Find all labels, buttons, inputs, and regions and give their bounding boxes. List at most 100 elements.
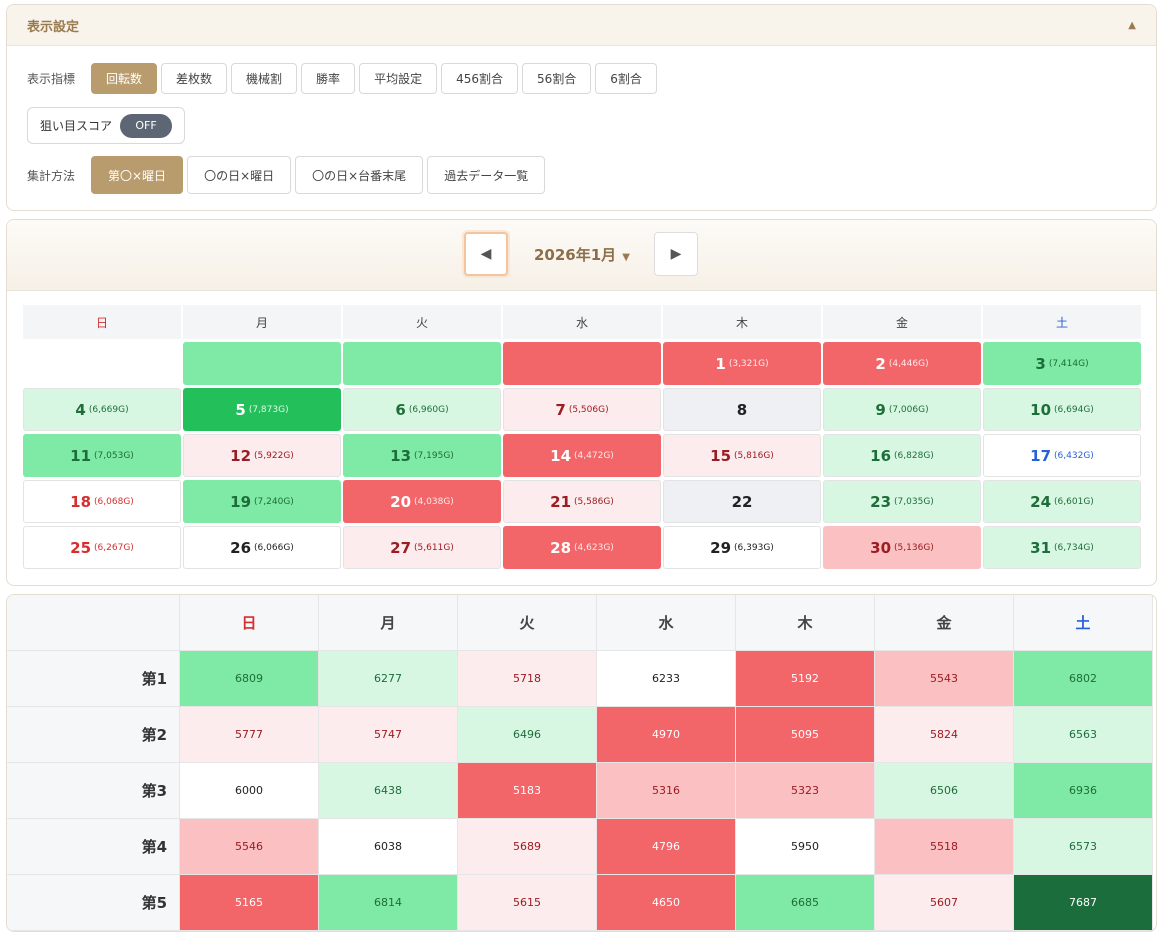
table-cell[interactable]: 6802 <box>1014 651 1153 707</box>
calendar-day-cell[interactable]: 21 (5,586G) <box>503 480 661 523</box>
calendar-day-cell[interactable]: 5 (7,873G) <box>183 388 341 431</box>
table-cell[interactable]: 6438 <box>319 763 458 819</box>
settings-header[interactable]: 表示設定 ▲ <box>7 5 1156 46</box>
calendar-day-cell[interactable]: 26 (6,066G) <box>183 526 341 569</box>
aggregation-option-button[interactable]: 〇の日×台番末尾 <box>295 156 424 194</box>
prev-month-button[interactable]: ◀ <box>464 232 508 276</box>
calendar-day-cell[interactable]: 16 (6,828G) <box>823 434 981 477</box>
day-games: (4,472G) <box>574 450 614 461</box>
table-cell[interactable]: 5546 <box>180 819 319 875</box>
table-cell[interactable]: 4970 <box>597 707 736 763</box>
calendar-day-cell[interactable]: 13 (7,195G) <box>343 434 501 477</box>
score-toggle[interactable]: OFF <box>120 113 173 138</box>
next-arrow-icon: ▶ <box>670 246 682 262</box>
aggregation-option-button[interactable]: 〇の日×曜日 <box>187 156 292 194</box>
table-cell[interactable]: 6685 <box>736 875 875 931</box>
calendar-day-cell[interactable]: 3 (7,414G) <box>983 342 1141 385</box>
calendar-day-cell[interactable]: 28 (4,623G) <box>503 526 661 569</box>
table-cell[interactable]: 5689 <box>458 819 597 875</box>
calendar-day-cell[interactable]: 20 (4,038G) <box>343 480 501 523</box>
next-month-button[interactable]: ▶ <box>654 232 698 276</box>
table-cell[interactable]: 6814 <box>319 875 458 931</box>
calendar-day-cell[interactable]: 27 (5,611G) <box>343 526 501 569</box>
table-cell[interactable]: 5777 <box>180 707 319 763</box>
aggregation-label: 集計方法 <box>27 168 76 183</box>
table-cell[interactable]: 6277 <box>319 651 458 707</box>
calendar-day-cell[interactable]: 10 (6,694G) <box>983 388 1141 431</box>
calendar-day-cell[interactable]: 1 (3,321G) <box>663 342 821 385</box>
calendar-day-cell[interactable]: 4 (6,669G) <box>23 388 181 431</box>
table-cell[interactable]: 5323 <box>736 763 875 819</box>
table-cell[interactable]: 6563 <box>1014 707 1153 763</box>
metric-option-button[interactable]: 機械割 <box>231 63 298 94</box>
calendar-empty-cell[interactable] <box>343 342 501 385</box>
table-cell[interactable]: 5095 <box>736 707 875 763</box>
weekday-header: 金 <box>823 305 981 339</box>
calendar-day-cell[interactable]: 6 (6,960G) <box>343 388 501 431</box>
table-cell[interactable]: 4650 <box>597 875 736 931</box>
table-cell[interactable]: 6496 <box>458 707 597 763</box>
calendar-empty-cell[interactable] <box>23 342 181 385</box>
metric-option-button[interactable]: 勝率 <box>301 63 356 94</box>
table-cell[interactable]: 5192 <box>736 651 875 707</box>
day-games: (6,694G) <box>1054 404 1094 415</box>
calendar-day-cell[interactable]: 30 (5,136G) <box>823 526 981 569</box>
collapse-icon[interactable]: ▲ <box>1128 19 1136 31</box>
table-cell[interactable]: 7687 <box>1014 875 1153 931</box>
calendar-day-cell[interactable]: 24 (6,601G) <box>983 480 1141 523</box>
metric-option-button[interactable]: 差枚数 <box>161 63 228 94</box>
metric-option-button[interactable]: 回転数 <box>91 63 158 94</box>
table-cell[interactable]: 5607 <box>875 875 1014 931</box>
table-cell[interactable]: 5183 <box>458 763 597 819</box>
calendar-empty-cell[interactable] <box>503 342 661 385</box>
calendar-day-cell[interactable]: 18 (6,068G) <box>23 480 181 523</box>
day-games: (6,960G) <box>408 404 449 415</box>
table-cell[interactable]: 6573 <box>1014 819 1153 875</box>
table-cell[interactable]: 6809 <box>180 651 319 707</box>
metric-option-button[interactable]: 456割合 <box>441 63 518 94</box>
table-cell[interactable]: 4796 <box>597 819 736 875</box>
table-cell[interactable]: 6936 <box>1014 763 1153 819</box>
calendar-day-cell[interactable]: 14 (4,472G) <box>503 434 661 477</box>
day-games: (6,432G) <box>1054 450 1094 461</box>
table-cell[interactable]: 5518 <box>875 819 1014 875</box>
calendar-day-cell[interactable]: 17 (6,432G) <box>983 434 1141 477</box>
calendar-day-cell[interactable]: 25 (6,267G) <box>23 526 181 569</box>
calendar-day-cell[interactable]: 29 (6,393G) <box>663 526 821 569</box>
metric-option-button[interactable]: 56割合 <box>521 63 592 94</box>
table-cell[interactable]: 5165 <box>180 875 319 931</box>
table-cell[interactable]: 5747 <box>319 707 458 763</box>
calendar-day-cell[interactable]: 19 (7,240G) <box>183 480 341 523</box>
aggregation-option-button[interactable]: 第〇×曜日 <box>91 156 184 194</box>
table-cell[interactable]: 6506 <box>875 763 1014 819</box>
calendar-day-cell[interactable]: 2 (4,446G) <box>823 342 981 385</box>
table-cell[interactable]: 6038 <box>319 819 458 875</box>
table-cell[interactable]: 5615 <box>458 875 597 931</box>
metric-row: 表示指標 回転数 差枚数 機械割 勝率 平均設定 456割合 56割合 6割合 <box>27 63 661 94</box>
month-selector[interactable]: 2026年1月 ▼ <box>534 244 630 265</box>
table-cell[interactable]: 6000 <box>180 763 319 819</box>
weekday-header: 土 <box>983 305 1141 339</box>
day-games: (6,734G) <box>1054 542 1094 553</box>
metric-option-button[interactable]: 平均設定 <box>359 63 438 94</box>
table-cell[interactable]: 5824 <box>875 707 1014 763</box>
day-games: (4,446G) <box>888 358 929 369</box>
aggregation-option-button[interactable]: 過去データ一覧 <box>427 156 546 194</box>
table-cell[interactable]: 6233 <box>597 651 736 707</box>
calendar-day-cell[interactable]: 8 <box>663 388 821 431</box>
calendar-day-cell[interactable]: 15 (5,816G) <box>663 434 821 477</box>
calendar-day-cell[interactable]: 23 (7,035G) <box>823 480 981 523</box>
calendar-day-cell[interactable]: 12 (5,922G) <box>183 434 341 477</box>
calendar-day-cell[interactable]: 9 (7,006G) <box>823 388 981 431</box>
table-cell[interactable]: 5543 <box>875 651 1014 707</box>
day-number: 22 <box>731 492 753 511</box>
calendar-empty-cell[interactable] <box>183 342 341 385</box>
metric-option-button[interactable]: 6割合 <box>595 63 657 94</box>
calendar-day-cell[interactable]: 7 (5,506G) <box>503 388 661 431</box>
calendar-day-cell[interactable]: 22 <box>663 480 821 523</box>
calendar-day-cell[interactable]: 31 (6,734G) <box>983 526 1141 569</box>
calendar-day-cell[interactable]: 11 (7,053G) <box>23 434 181 477</box>
table-cell[interactable]: 5718 <box>458 651 597 707</box>
table-cell[interactable]: 5316 <box>597 763 736 819</box>
table-cell[interactable]: 5950 <box>736 819 875 875</box>
